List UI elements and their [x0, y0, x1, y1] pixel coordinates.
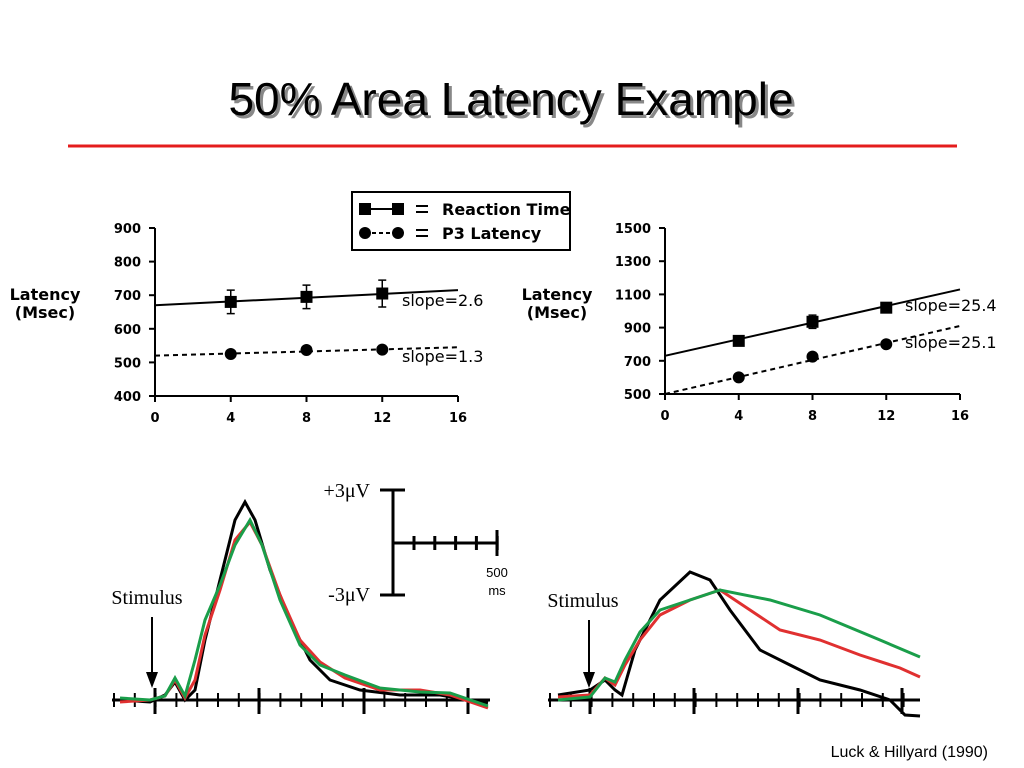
- data-point: [732, 334, 745, 347]
- waveforms: [112, 488, 921, 718]
- data-point: [806, 315, 819, 328]
- data-point: [376, 287, 389, 300]
- x-tick-label: 0: [150, 411, 159, 426]
- fit-line: [154, 346, 459, 357]
- scale-label: ms: [488, 583, 506, 598]
- data-point: [224, 348, 237, 360]
- waveform: [557, 570, 921, 718]
- x-tick-label: 8: [302, 411, 311, 426]
- arrow-head: [146, 672, 158, 688]
- scale-label: +3μV: [324, 480, 371, 502]
- legend-marker: [392, 227, 404, 239]
- legend-box: [351, 191, 571, 251]
- y-tick-label: 500: [624, 388, 651, 403]
- data-point: [806, 350, 819, 363]
- x-tick-label: 16: [951, 409, 969, 424]
- data-point: [732, 371, 745, 384]
- legend-marker: [359, 203, 371, 215]
- waveform: [119, 516, 489, 708]
- slope-annotation: slope=1.3: [402, 347, 483, 366]
- y-tick-label: 400: [114, 390, 141, 405]
- slope-annotation: slope=25.4: [905, 296, 997, 315]
- slope-annotation: slope=2.6: [402, 291, 483, 310]
- y-tick-label: 1300: [615, 255, 651, 270]
- arrow-head: [583, 672, 595, 688]
- stimulus-label: Stimulus: [111, 587, 182, 609]
- waveform: [557, 588, 921, 702]
- scale-label: 500: [486, 565, 508, 580]
- y-tick-label: 1100: [615, 288, 651, 303]
- y-axis-label: Latency: [522, 285, 593, 304]
- x-tick-label: 12: [373, 411, 391, 426]
- y-tick-label: 600: [114, 323, 141, 338]
- title-shadow: 50% Area Latency Example: [231, 76, 796, 128]
- data-point: [224, 295, 237, 308]
- y-tick-label: 900: [114, 222, 141, 237]
- legend-marker: [359, 227, 371, 239]
- y-axis-label: (Msec): [527, 303, 587, 322]
- data-point: [880, 338, 893, 351]
- y-tick-label: 900: [624, 322, 651, 337]
- legend-label: Reaction Time: [442, 200, 571, 219]
- fit-line: [664, 324, 961, 395]
- scale-label: -3μV: [328, 584, 370, 606]
- x-tick-label: 4: [226, 411, 235, 426]
- y-axis-label: (Msec): [15, 303, 75, 322]
- slope-annotation: slope=25.1: [905, 333, 997, 352]
- y-tick-label: 500: [114, 356, 141, 371]
- y-axis-label: Latency: [10, 285, 81, 304]
- citation: Luck & Hillyard (1990): [831, 744, 988, 761]
- y-tick-label: 700: [624, 355, 651, 370]
- x-tick-label: 0: [660, 409, 669, 424]
- x-tick-label: 8: [808, 409, 817, 424]
- x-tick-label: 4: [734, 409, 743, 424]
- legend-label: P3 Latency: [442, 224, 542, 243]
- data-point: [300, 290, 313, 303]
- data-point: [880, 301, 893, 314]
- x-tick-label: 16: [449, 411, 467, 426]
- y-tick-label: 700: [114, 289, 141, 304]
- stimulus-label: Stimulus: [547, 590, 618, 612]
- data-point: [300, 343, 313, 356]
- y-tick-label: 800: [114, 256, 141, 271]
- slide-title: 50% Area Latency Example: [228, 73, 793, 125]
- x-tick-label: 12: [877, 409, 895, 424]
- data-point: [376, 343, 389, 356]
- y-tick-label: 1500: [615, 222, 651, 237]
- legend-marker: [392, 203, 404, 215]
